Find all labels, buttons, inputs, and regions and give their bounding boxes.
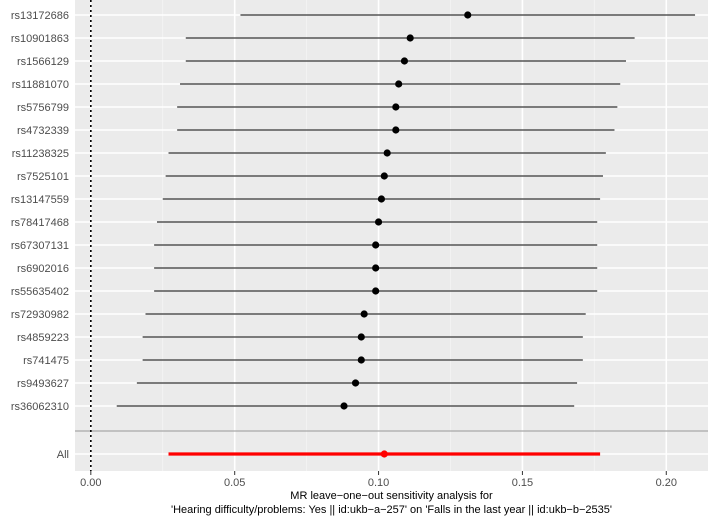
point-rs741475 (357, 356, 365, 364)
x-tick-label: 0.15 (512, 477, 533, 489)
x-axis-tick-labels: 0.00 0.05 0.10 0.15 0.20 (80, 471, 677, 489)
point-estimates (340, 11, 472, 458)
y-tick-label: rs5756799 (17, 102, 69, 114)
point-rs7525101 (380, 172, 388, 180)
plot-panel (75, 0, 708, 471)
point-overall (380, 450, 388, 458)
y-tick-label: rs7525101 (17, 171, 69, 183)
y-tick-label: rs11238325 (12, 148, 69, 160)
point-rs4732339 (392, 126, 400, 134)
y-axis-tick-labels: rs13172686 rs10901863 rs1566129 rs11881070 r… (11, 10, 69, 461)
point-rs4859223 (357, 333, 365, 341)
x-tick-label: 0.20 (656, 477, 677, 489)
y-tick-label: rs6902016 (17, 263, 69, 275)
point-rs9493627 (351, 379, 360, 387)
y-tick-label: rs13172686 (11, 10, 69, 22)
y-tick-label: rs36062310 (11, 401, 69, 413)
point-rs10901863 (406, 34, 414, 42)
minor-gridlines (162, 0, 595, 471)
y-tick-label: rs1566129 (17, 56, 69, 68)
point-rs6902016 (372, 264, 380, 272)
y-tick-label: rs13147559 (11, 194, 69, 206)
y-tick-label: rs4732339 (17, 125, 69, 137)
x-tick-label: 0.00 (80, 477, 101, 489)
y-tick-label: rs10901863 (11, 33, 69, 45)
point-rs11881070 (395, 80, 403, 88)
y-tick-label: rs9493627 (17, 378, 69, 390)
point-rs1566129 (400, 57, 409, 65)
point-rs11238325 (383, 149, 391, 157)
point-rs55635402 (372, 287, 380, 295)
y-tick-label: rs11881070 (12, 79, 69, 91)
y-tick-label: rs741475 (23, 355, 69, 367)
y-tick-label: rs55635402 (11, 286, 69, 298)
y-tick-label: rs67307131 (11, 240, 69, 252)
x-axis-title-line-2: 'Hearing difficulty/problems: Yes || id:… (171, 504, 612, 516)
y-tick-label: rs72930982 (11, 309, 69, 321)
x-tick-label: 0.05 (224, 477, 245, 489)
y-tick-label: rs78417468 (11, 217, 69, 229)
point-rs72930982 (360, 310, 368, 318)
x-tick-label: 0.10 (368, 477, 389, 489)
point-rs13172686 (464, 11, 472, 19)
point-rs78417468 (374, 218, 383, 226)
y-tick-label: rs4859223 (17, 332, 69, 344)
y-tick-label-all: All (57, 449, 69, 461)
x-axis-title-line-1: MR leave−one−out sensitivity analysis fo… (290, 490, 493, 502)
point-rs5756799 (392, 103, 400, 111)
point-rs36062310 (340, 402, 348, 410)
point-rs13147559 (377, 195, 386, 203)
point-rs67307131 (372, 241, 380, 249)
